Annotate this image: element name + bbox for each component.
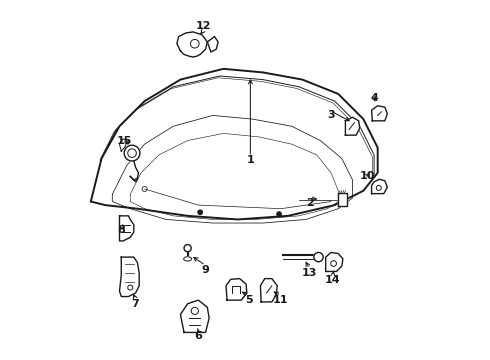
Circle shape <box>124 145 140 161</box>
Polygon shape <box>91 69 378 220</box>
Circle shape <box>191 307 198 315</box>
Text: 3: 3 <box>327 111 335 121</box>
Text: 6: 6 <box>195 331 202 341</box>
Polygon shape <box>371 106 388 121</box>
Polygon shape <box>338 193 347 206</box>
Ellipse shape <box>184 257 192 261</box>
Text: 12: 12 <box>196 21 212 31</box>
Polygon shape <box>326 252 343 271</box>
Circle shape <box>331 261 337 266</box>
Text: 9: 9 <box>201 265 210 275</box>
Text: 2: 2 <box>306 198 314 208</box>
Polygon shape <box>180 300 209 332</box>
Polygon shape <box>371 179 388 194</box>
Text: 5: 5 <box>245 295 252 305</box>
Polygon shape <box>120 139 126 151</box>
Text: 13: 13 <box>302 268 317 278</box>
Text: 1: 1 <box>246 155 254 165</box>
Circle shape <box>376 185 381 190</box>
Text: 11: 11 <box>273 295 289 305</box>
Circle shape <box>277 212 281 216</box>
Polygon shape <box>207 37 218 52</box>
Text: 8: 8 <box>118 225 125 235</box>
Circle shape <box>314 252 323 262</box>
Circle shape <box>198 210 202 215</box>
Polygon shape <box>120 216 134 241</box>
Text: 7: 7 <box>132 299 140 309</box>
Polygon shape <box>120 257 139 297</box>
Polygon shape <box>226 279 247 300</box>
Circle shape <box>191 40 199 48</box>
Text: 10: 10 <box>359 171 375 181</box>
Circle shape <box>128 285 133 290</box>
Polygon shape <box>260 279 277 302</box>
Polygon shape <box>345 117 360 135</box>
Circle shape <box>128 149 136 157</box>
Polygon shape <box>177 32 207 57</box>
Text: 15: 15 <box>117 136 133 145</box>
Text: 14: 14 <box>325 275 341 285</box>
Circle shape <box>184 244 191 252</box>
Text: 4: 4 <box>370 93 378 103</box>
